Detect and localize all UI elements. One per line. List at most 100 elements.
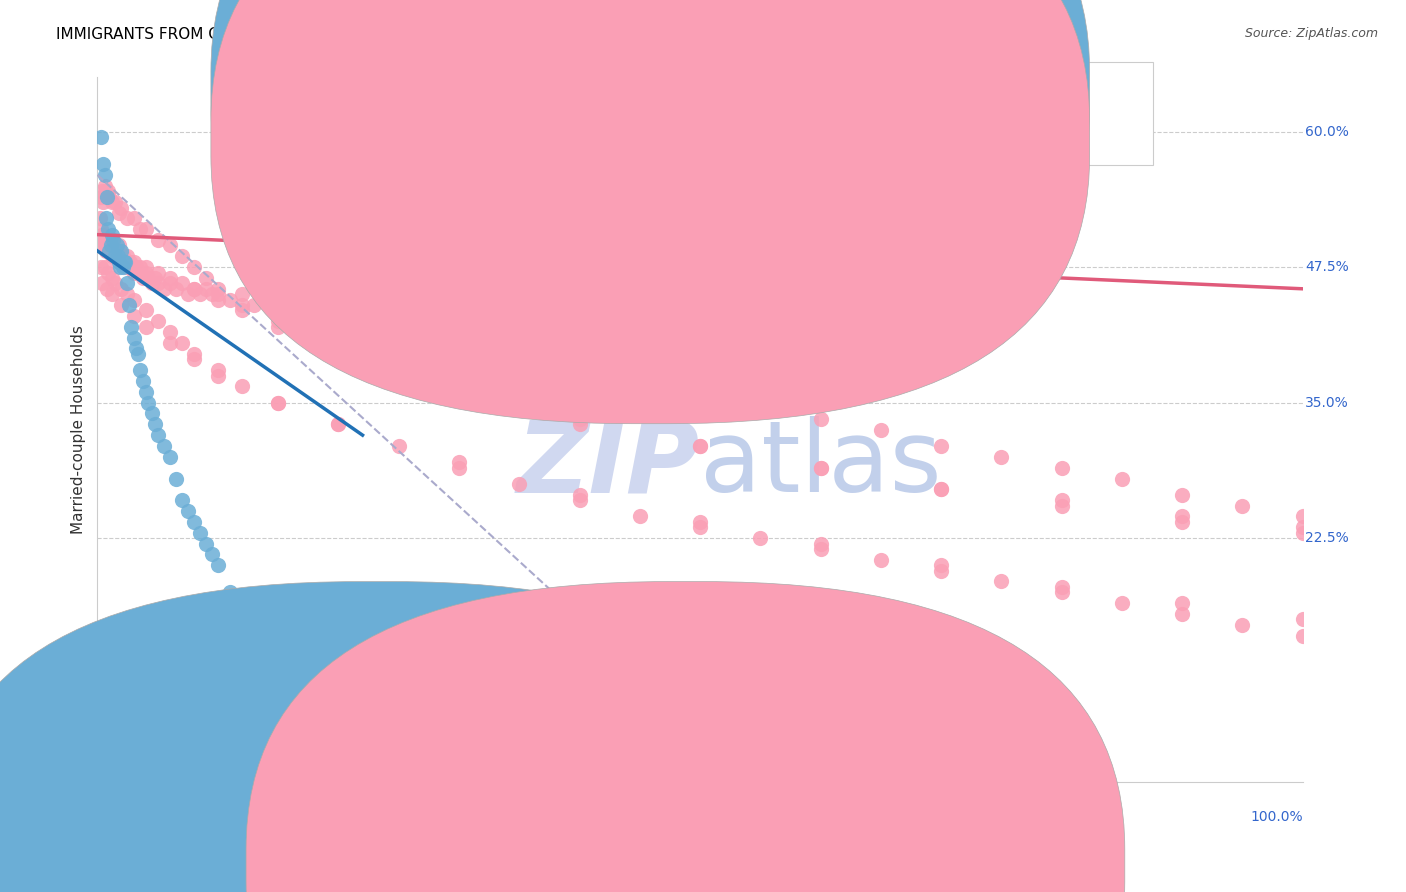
Point: [1171, 488, 1194, 502]
Point: [388, 363, 411, 377]
Point: [108, 254, 131, 268]
Point: [568, 488, 591, 502]
Point: [1050, 460, 1073, 475]
Point: [117, 277, 139, 291]
Point: [98, 189, 121, 203]
Point: [159, 325, 181, 339]
Point: [207, 287, 229, 301]
Point: [231, 298, 253, 312]
Point: [1292, 509, 1315, 524]
Point: [810, 460, 832, 475]
Point: [929, 483, 952, 497]
Point: [207, 293, 229, 307]
Point: [929, 439, 952, 453]
Point: [207, 363, 229, 377]
Point: [110, 244, 132, 258]
Point: [1111, 471, 1133, 485]
Point: [1171, 596, 1194, 610]
Point: [91, 184, 114, 198]
Point: [135, 303, 157, 318]
Point: [243, 298, 266, 312]
Point: [1050, 499, 1073, 513]
Point: [122, 266, 145, 280]
Point: [375, 314, 398, 328]
Point: [118, 298, 141, 312]
Point: [110, 201, 132, 215]
Point: [568, 412, 591, 426]
Point: [207, 368, 229, 383]
Text: 22.5%: 22.5%: [1305, 531, 1348, 545]
Point: [90, 222, 112, 236]
Point: [328, 417, 350, 432]
Point: [810, 412, 832, 426]
Point: [97, 222, 120, 236]
Point: [328, 705, 350, 719]
Point: [990, 450, 1012, 464]
Point: [267, 298, 290, 312]
Point: [89, 211, 111, 226]
Text: ZIP: ZIP: [517, 417, 700, 514]
Point: [143, 417, 166, 432]
Point: [122, 309, 145, 323]
Point: [127, 266, 149, 280]
Point: [120, 260, 142, 274]
Point: [128, 222, 150, 236]
Point: [447, 384, 470, 399]
Point: [97, 233, 120, 247]
Point: [152, 282, 174, 296]
Point: [159, 450, 181, 464]
Point: [112, 254, 135, 268]
Point: [315, 699, 337, 714]
Point: [278, 298, 301, 312]
Point: [810, 536, 832, 550]
Point: [122, 254, 145, 268]
Text: Hispanics or Latinos: Hispanics or Latinos: [731, 858, 872, 872]
Point: [146, 314, 169, 328]
Text: Source: ZipAtlas.com: Source: ZipAtlas.com: [1244, 27, 1378, 40]
Point: [291, 688, 314, 702]
Point: [159, 336, 181, 351]
Point: [125, 342, 148, 356]
Text: atlas: atlas: [700, 417, 942, 514]
Point: [267, 395, 290, 409]
Point: [254, 293, 277, 307]
Point: [110, 260, 132, 274]
Point: [100, 238, 122, 252]
Point: [183, 282, 205, 296]
Point: [231, 601, 253, 615]
Point: [472, 336, 495, 351]
Point: [447, 460, 470, 475]
Point: [749, 401, 772, 415]
Point: [110, 249, 132, 263]
Point: [104, 277, 127, 291]
Point: [101, 271, 124, 285]
Point: [328, 303, 350, 318]
Point: [352, 309, 374, 323]
Point: [568, 493, 591, 508]
Point: [291, 303, 314, 318]
Point: [328, 342, 350, 356]
Point: [101, 287, 124, 301]
Point: [110, 254, 132, 268]
Point: [97, 266, 120, 280]
Text: 60.0%: 60.0%: [1305, 125, 1348, 138]
Point: [146, 266, 169, 280]
Point: [219, 585, 242, 599]
Point: [177, 287, 200, 301]
Point: [544, 352, 567, 367]
Point: [91, 277, 114, 291]
Point: [689, 439, 711, 453]
Point: [170, 336, 193, 351]
Point: [110, 298, 132, 312]
Point: [98, 233, 121, 247]
Point: [628, 509, 651, 524]
Point: [90, 233, 112, 247]
Point: [91, 227, 114, 242]
Point: [128, 363, 150, 377]
Point: [929, 564, 952, 578]
Point: [1292, 612, 1315, 626]
Point: [97, 184, 120, 198]
Point: [128, 260, 150, 274]
Point: [183, 260, 205, 274]
Point: [447, 330, 470, 344]
